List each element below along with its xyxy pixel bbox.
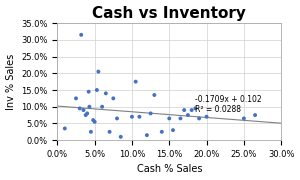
Point xyxy=(87,105,92,108)
Point xyxy=(86,90,91,93)
Point xyxy=(137,115,142,118)
Point xyxy=(130,115,134,118)
Point xyxy=(88,130,93,133)
Point xyxy=(171,129,176,132)
Point xyxy=(83,114,88,116)
Point xyxy=(152,94,157,96)
X-axis label: Cash % Sales: Cash % Sales xyxy=(136,165,202,174)
Point xyxy=(253,114,257,116)
Point xyxy=(79,33,84,36)
Point xyxy=(185,114,190,116)
Point xyxy=(92,120,97,123)
Point xyxy=(107,130,112,133)
Title: Cash vs Inventory: Cash vs Inventory xyxy=(92,6,246,21)
Text: -0.1709x + 0.102: -0.1709x + 0.102 xyxy=(195,95,262,104)
Point xyxy=(62,127,67,130)
Point xyxy=(94,89,99,91)
Point xyxy=(145,134,149,137)
Point xyxy=(77,107,82,110)
Point xyxy=(96,70,101,73)
Point xyxy=(197,117,202,120)
Point xyxy=(81,109,86,111)
Point xyxy=(193,107,198,110)
Point xyxy=(133,80,138,83)
Point xyxy=(178,117,183,120)
Point xyxy=(100,105,104,108)
Point xyxy=(204,115,209,118)
Point xyxy=(91,119,96,122)
Point xyxy=(242,117,246,120)
Point xyxy=(167,117,172,120)
Point xyxy=(182,109,187,111)
Point xyxy=(189,109,194,111)
Point xyxy=(111,97,116,100)
Text: R² = 0.0288: R² = 0.0288 xyxy=(195,105,242,114)
Point xyxy=(115,117,119,120)
Y-axis label: Inv % Sales: Inv % Sales xyxy=(6,53,16,110)
Point xyxy=(74,97,78,100)
Point xyxy=(103,92,108,95)
Point xyxy=(85,112,90,115)
Point xyxy=(148,112,153,115)
Point xyxy=(159,130,164,133)
Point xyxy=(118,135,123,138)
